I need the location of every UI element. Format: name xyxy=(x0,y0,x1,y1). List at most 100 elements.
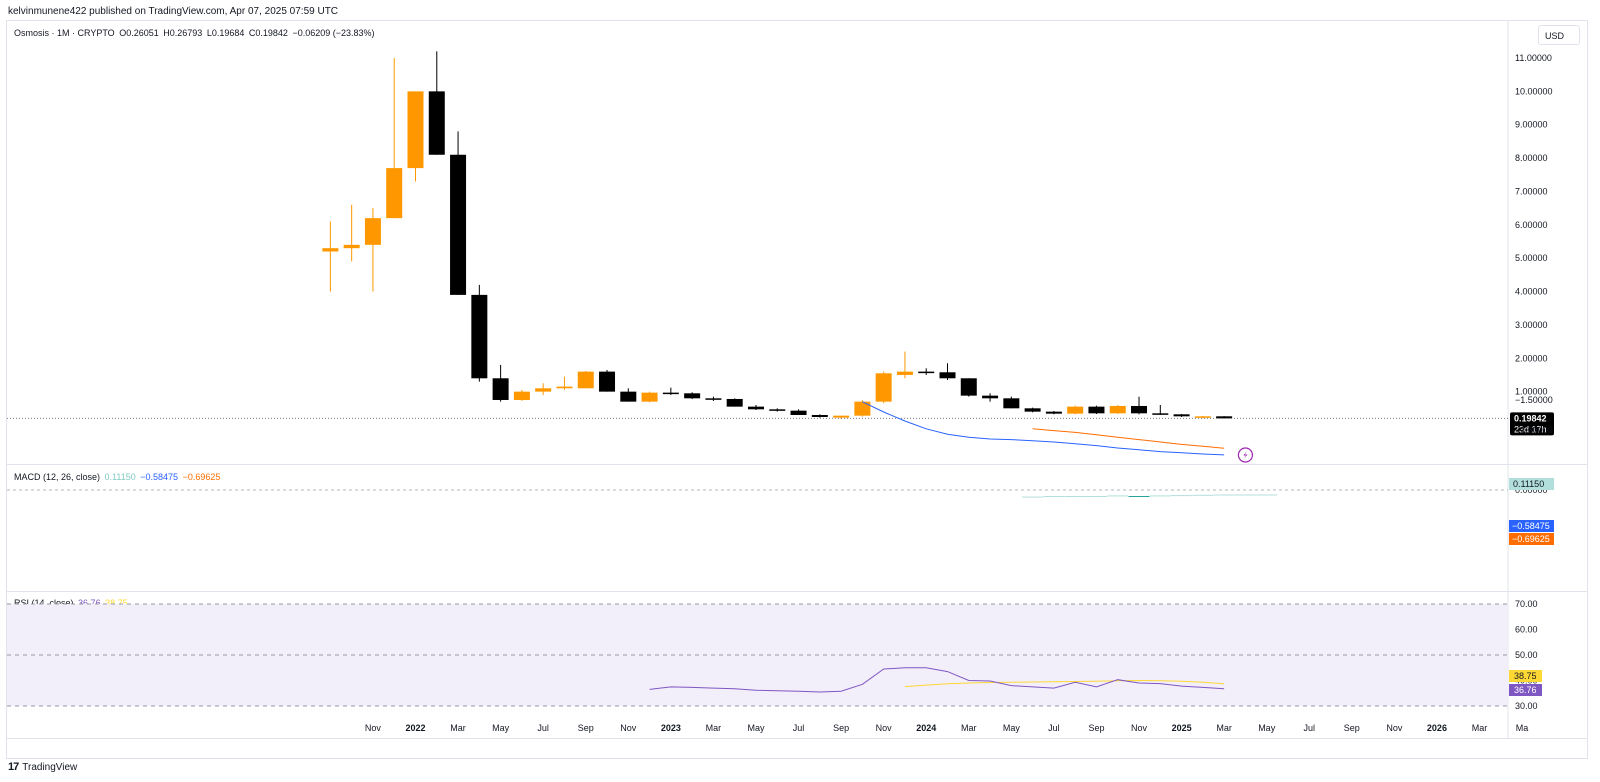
price-tick-label: 7.00000 xyxy=(1515,186,1548,196)
rsi-tick-label: 50.00 xyxy=(1515,650,1538,660)
candle-body xyxy=(939,372,956,379)
time-tick-label: Mar xyxy=(450,723,466,733)
time-tick-label: May xyxy=(1003,723,1021,733)
time-tick-label: Sep xyxy=(578,723,594,733)
rsi-legend: RSI (14, close) 36.76 38.75 xyxy=(14,598,130,608)
price-tick-label: 10.00000 xyxy=(1515,86,1553,96)
macd-hist-tag xyxy=(1509,478,1554,490)
candle-body xyxy=(1045,411,1062,414)
time-tick-label: Jul xyxy=(1048,723,1060,733)
candle-body xyxy=(918,371,935,374)
time-tick-label: Mar xyxy=(1472,723,1488,733)
time-tick-label: Jul xyxy=(1304,723,1316,733)
macd-signal-tag xyxy=(1509,533,1554,545)
rsi-tick-label: 60.00 xyxy=(1515,625,1538,635)
candle-body xyxy=(684,393,701,399)
macd-line-value: −0.58475 xyxy=(140,472,179,482)
candle-body xyxy=(620,391,637,402)
time-tick-label: Nov xyxy=(1131,723,1148,733)
candle-body xyxy=(450,154,467,295)
rsi-title[interactable]: RSI (14, close) xyxy=(14,598,74,608)
price-tick-label: 4.00000 xyxy=(1515,287,1548,297)
macd-line-tag xyxy=(1509,520,1554,532)
countdown-label: 23d 17h xyxy=(1514,424,1547,434)
candle-body xyxy=(1194,416,1211,418)
time-tick-label: May xyxy=(492,723,510,733)
tradingview-logo-text: TradingView xyxy=(22,761,78,773)
candle-body xyxy=(1152,413,1169,415)
candle-body xyxy=(1173,414,1190,417)
symbol-label[interactable]: Osmosis · 1M · CRYPTO xyxy=(14,28,115,38)
last-price-tag xyxy=(1510,412,1554,436)
candle-body xyxy=(364,218,381,245)
candle-body xyxy=(386,168,403,219)
macd-hist-bar xyxy=(1107,495,1129,497)
macd-hist-value: 0.11150 xyxy=(104,472,136,482)
lightning-bolt-icon xyxy=(1243,451,1248,459)
candle-body xyxy=(599,371,616,392)
chart-frame xyxy=(6,20,1588,759)
macd-hist-bar xyxy=(1043,496,1065,497)
high-value: H0.26793 xyxy=(163,28,203,38)
macd-tick-label: −1.00000 xyxy=(1515,425,1553,435)
candle-body xyxy=(726,398,743,407)
candle-body xyxy=(982,395,999,399)
candle-body xyxy=(811,414,828,417)
time-tick-label: Mar xyxy=(1216,723,1232,733)
time-tick-label: Nov xyxy=(1386,723,1403,733)
currency-button[interactable]: USD xyxy=(1538,25,1580,45)
tradingview-logo-icon: 17 xyxy=(8,761,19,773)
candle-body xyxy=(343,244,360,249)
macd-tick-label: −1.50000 xyxy=(1515,395,1553,405)
time-tick-label: 2025 xyxy=(1172,723,1192,733)
rsi-tag-label: 36.76 xyxy=(1514,685,1537,695)
macd-hist-bar xyxy=(1256,494,1278,496)
candle-body xyxy=(769,409,786,411)
macd-hist-bar xyxy=(1085,496,1107,497)
time-tick-label: Sep xyxy=(1344,723,1360,733)
time-tick-label: Mar xyxy=(961,723,977,733)
time-tick-label: 2022 xyxy=(405,723,425,733)
candle-body xyxy=(1109,405,1126,414)
time-tick-label: May xyxy=(1258,723,1276,733)
time-tick-label: Jul xyxy=(793,723,805,733)
change-value: −0.06209 (−23.83%) xyxy=(292,28,375,38)
rsi-ma-tag xyxy=(1509,670,1542,682)
macd-title[interactable]: MACD (12, 26, close) xyxy=(14,472,101,482)
candle-body xyxy=(535,388,552,392)
macd-hist-bar xyxy=(1171,495,1193,497)
price-tick-label: 5.00000 xyxy=(1515,253,1548,263)
price-tick-label: 11.00000 xyxy=(1515,53,1552,63)
time-tick-label: 2023 xyxy=(661,723,681,733)
macd-hist-bar xyxy=(1128,496,1150,497)
macd-hist-bar xyxy=(1022,496,1044,498)
candle-body xyxy=(747,406,764,410)
last-price-label: 0.19842 xyxy=(1514,413,1547,423)
candle-body xyxy=(790,410,807,415)
candle-body xyxy=(1216,416,1233,419)
time-tick-label: Ma xyxy=(1516,723,1529,733)
rsi-ma-tag-label: 38.75 xyxy=(1514,671,1537,681)
open-value: O0.26051 xyxy=(119,28,159,38)
candle-body xyxy=(833,415,850,418)
candle-body xyxy=(1003,398,1020,409)
candle-body xyxy=(875,373,892,402)
time-tick-label: May xyxy=(747,723,765,733)
macd-hist-bar xyxy=(1213,494,1235,496)
time-tick-label: Sep xyxy=(833,723,849,733)
price-tick-label: 9.00000 xyxy=(1515,120,1548,130)
candle-body xyxy=(428,91,445,155)
candle-body xyxy=(641,392,658,402)
rsi-tag xyxy=(1509,684,1542,696)
rsi-tick-label: 30.00 xyxy=(1515,701,1538,711)
macd-line-tag-label: −0.58475 xyxy=(1512,521,1550,531)
low-value: L0.19684 xyxy=(206,28,245,38)
time-tick-label: 2024 xyxy=(916,723,936,733)
price-tick-label: 6.00000 xyxy=(1515,220,1548,230)
candle-body xyxy=(322,248,339,252)
rsi-ma-value: 38.75 xyxy=(105,598,128,608)
time-tick-label: 2026 xyxy=(1427,723,1447,733)
tradingview-footer: 17 TradingView xyxy=(8,761,77,773)
price-tick-label: 1.00000 xyxy=(1515,387,1548,397)
